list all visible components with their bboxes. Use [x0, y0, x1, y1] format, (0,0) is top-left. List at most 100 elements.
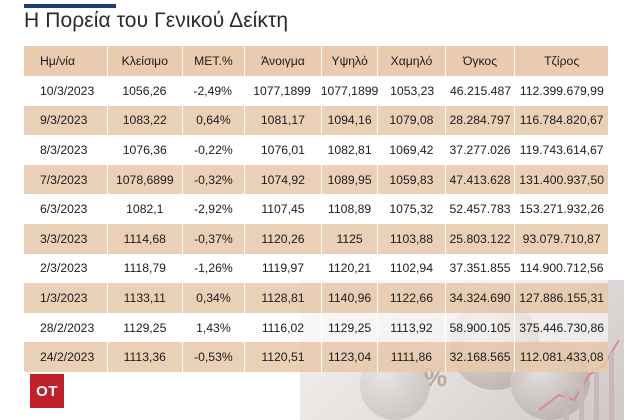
- table-cell: 10/3/2023: [24, 76, 108, 106]
- table-cell: 1103,88: [378, 223, 446, 254]
- table-cell: 1094,16: [322, 105, 379, 136]
- table-cell: 1129,25: [108, 312, 183, 343]
- table-row: 7/3/2023 1078,6899 -0,32% 1074,92 1089,95 105…: [24, 164, 608, 195]
- table-cell: 1056,26: [107, 76, 183, 106]
- table-cell: 119.743.614,67: [519, 142, 604, 157]
- table-cell: -0,22%: [183, 135, 245, 165]
- table-cell: 1,43%: [183, 312, 245, 343]
- table-cell: 1120,21: [322, 253, 379, 284]
- table-cell: 37.351.855: [446, 253, 516, 284]
- table-cell: 1077,1899: [244, 76, 321, 106]
- table-cell: -2,49%: [182, 76, 245, 106]
- table-cell: 1075,32: [378, 194, 446, 224]
- column-header: Χαμηλό: [378, 46, 446, 76]
- column-header: Κλείσιμο: [108, 46, 183, 76]
- table-cell: -0,53%: [183, 342, 245, 372]
- table-cell: 93.079.710,87: [522, 231, 601, 246]
- table-cell: 1/3/2023: [24, 283, 108, 313]
- table-cell: 112.081.433,08: [519, 350, 604, 365]
- table-cell: 153.271.932,26: [519, 202, 604, 217]
- table-cell: -1,26%: [183, 253, 245, 284]
- table-cell: 3/3/2023: [24, 223, 108, 254]
- table-cell: 28.284.797: [446, 105, 516, 136]
- column-header: Τζίρος: [544, 54, 580, 68]
- table-cell: 34.324.690: [446, 283, 516, 313]
- page-title: Η Πορεία του Γενικού Δείκτη: [24, 9, 289, 32]
- table-row: 28/2/2023 1129,25 1,43% 1116,02 1129,25 1113,…: [24, 312, 608, 343]
- table-cell: 24/2/2023: [24, 342, 108, 372]
- table-cell: 37.277.026: [446, 135, 516, 165]
- table-cell: 1078,6899: [108, 164, 183, 195]
- table-row: 3/3/2023 1114,68 -0,37% 1120,26 1125 1103,88 2…: [24, 223, 608, 254]
- table-cell: 46.215.487: [446, 76, 516, 106]
- table-row: 10/3/2023 1056,26 -2,49% 1077,1899 1077,1899…: [24, 76, 608, 106]
- table-row: 9/3/2023 1083,22 0,64% 1081,17 1094,16 1079,0…: [24, 105, 608, 136]
- table-cell: 1125: [322, 223, 379, 254]
- table-row: 6/3/2023 1082,1 -2,92% 1107,45 1108,89 1075,3…: [24, 194, 608, 224]
- table-row: 2/3/2023 1118,79 -1,26% 1119,97 1120,21 1102,…: [24, 253, 608, 284]
- table-cell: 32.168.565: [446, 342, 516, 372]
- table-cell: 28/2/2023: [24, 312, 108, 343]
- table-cell: 1113,36: [108, 342, 183, 372]
- table-cell: 25.803.122: [446, 223, 516, 254]
- column-header: Υψηλό: [322, 46, 379, 76]
- table-cell: 1082,1: [108, 194, 183, 224]
- table-cell: 116.784.820,67: [519, 113, 604, 128]
- column-header: Άνοιγμα: [245, 46, 323, 76]
- table-cell: 7/3/2023: [24, 164, 108, 195]
- table-cell: 9/3/2023: [24, 105, 108, 136]
- table-cell: 1122,66: [378, 283, 446, 313]
- table-cell: -0,37%: [183, 223, 245, 254]
- table-cell: 1069,42: [378, 135, 446, 165]
- table-cell: 1120,51: [245, 342, 323, 372]
- table-cell: 47.413.628: [446, 164, 516, 195]
- title-accent-bar: [24, 4, 116, 8]
- table-row: 24/2/2023 1113,36 -0,53% 1120,51 1123,04 1111…: [24, 342, 608, 372]
- table-cell: 1111,86: [378, 342, 446, 372]
- column-header: Ημ/νία: [24, 46, 108, 76]
- column-header: ΜΕΤ.%: [183, 46, 245, 76]
- table-cell: 8/3/2023: [24, 135, 108, 165]
- table-cell: 1107,45: [245, 194, 323, 224]
- table-cell: 1140,96: [322, 283, 379, 313]
- table-cell: 1118,79: [108, 253, 183, 284]
- table-cell: 1120,26: [245, 223, 323, 254]
- table-cell: -0,32%: [183, 164, 245, 195]
- table-row: 1/3/2023 1133,11 0,34% 1128,81 1140,96 1122,6…: [24, 283, 608, 313]
- table-cell: 375.446.730,86: [519, 320, 604, 335]
- table-cell: 6/3/2023: [24, 194, 108, 224]
- table-cell: 1076,36: [108, 135, 183, 165]
- table-cell: 1083,22: [108, 105, 183, 136]
- table-header-row: Ημ/νία Κλείσιμο ΜΕΤ.% Άνοιγμα Υψηλό Χαμηλό Όγκ…: [24, 46, 608, 76]
- table-cell: 1081,17: [245, 105, 323, 136]
- table-cell: 1108,89: [322, 194, 379, 224]
- table-cell: 1113,92: [378, 312, 446, 343]
- table-cell: -2,92%: [183, 194, 245, 224]
- table-cell: 131.400.937,50: [519, 172, 604, 187]
- table-cell: 1079,08: [378, 105, 446, 136]
- table-cell: 1119,97: [245, 253, 323, 284]
- table-cell: 112.399.679,99: [519, 83, 604, 98]
- table-cell: 1059,83: [378, 164, 446, 195]
- table-cell: 0,64%: [183, 105, 245, 136]
- table-cell: 0,34%: [183, 283, 245, 313]
- table-cell: 52.457.783: [446, 194, 516, 224]
- table-cell: 1129,25: [322, 312, 379, 343]
- table-cell: 1076,01: [245, 135, 323, 165]
- table-cell: 1074,92: [245, 164, 323, 195]
- table-row: 8/3/2023 1076,36 -0,22% 1076,01 1082,81 1069,…: [24, 135, 608, 165]
- column-header: Όγκος: [446, 46, 516, 76]
- table-cell: 1053,23: [379, 76, 447, 106]
- table-cell: 1116,02: [245, 312, 323, 343]
- table-cell: 1133,11: [108, 283, 183, 313]
- table-cell: 2/3/2023: [24, 253, 108, 284]
- ot-logo: OT: [30, 374, 64, 408]
- table-cell: 1077,1899: [321, 76, 379, 106]
- table-cell: 1082,81: [322, 135, 379, 165]
- table-cell: 1123,04: [322, 342, 379, 372]
- table-cell: 1102,94: [378, 253, 446, 284]
- table-cell: 127.886.155,31: [519, 290, 604, 305]
- table-cell: 1114,68: [108, 223, 183, 254]
- index-data-table: Ημ/νία Κλείσιμο ΜΕΤ.% Άνοιγμα Υψηλό Χαμηλό Όγκ…: [24, 46, 608, 372]
- table-cell: 114.900.712,56: [519, 261, 604, 276]
